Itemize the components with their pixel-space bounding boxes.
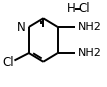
Text: Cl: Cl	[2, 56, 14, 69]
Text: NH2: NH2	[78, 22, 102, 31]
Text: H: H	[67, 2, 76, 15]
Text: Cl: Cl	[79, 2, 90, 15]
Text: N: N	[17, 21, 26, 34]
Text: NH2: NH2	[78, 48, 102, 58]
